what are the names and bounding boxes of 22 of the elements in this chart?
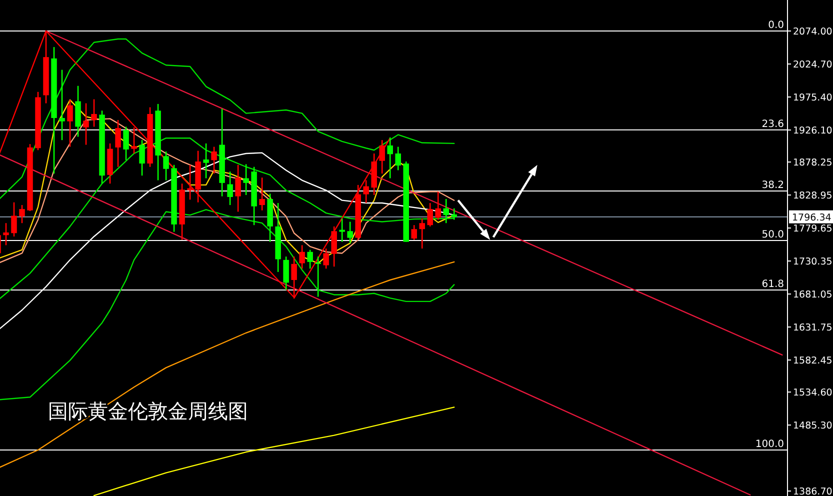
y-tick-label: 1534.60 bbox=[793, 388, 832, 399]
y-tick-label: 1485.30 bbox=[793, 420, 832, 432]
level-label: 23.6 bbox=[762, 118, 784, 130]
y-tick-label: 1779.65 bbox=[793, 224, 832, 235]
level-label: 61.8 bbox=[762, 278, 784, 290]
y-tick-label: 1631.75 bbox=[793, 322, 832, 334]
y-tick-label: 1730.35 bbox=[793, 256, 832, 268]
y-tick-label: 1975.40 bbox=[793, 92, 832, 104]
y-tick-label: 1386.70 bbox=[793, 486, 832, 496]
level-label: 50.0 bbox=[762, 230, 784, 240]
y-tick-label: 1926.10 bbox=[793, 125, 832, 136]
y-tick-label: 1828.95 bbox=[793, 190, 832, 202]
ref-line-label: 1796.34 bbox=[792, 212, 832, 224]
y-tick-label: 2074.00 bbox=[793, 26, 832, 38]
level-label: 0.0 bbox=[768, 20, 784, 31]
level-label: 38.2 bbox=[762, 180, 784, 192]
ref-label: 1796.34 bbox=[789, 210, 833, 224]
y-tick-label: 1681.05 bbox=[793, 290, 832, 301]
y-tick-label: 1878.25 bbox=[793, 158, 832, 169]
y-tick-label: 1582.45 bbox=[793, 356, 832, 367]
level-label: 100.0 bbox=[755, 439, 784, 450]
y-tick-label: 2024.70 bbox=[793, 59, 832, 70]
